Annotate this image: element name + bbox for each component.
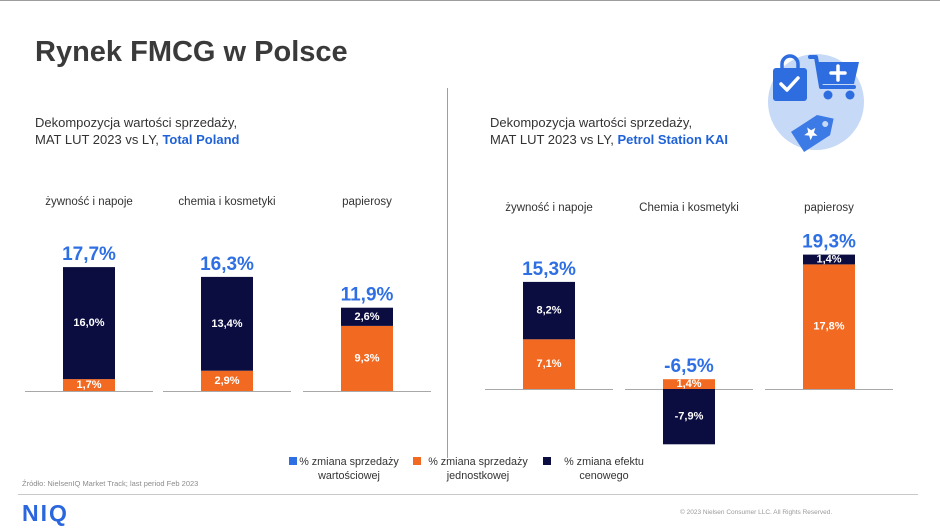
bar-segment-unit-change: [523, 339, 575, 389]
bar-segment-price-effect: [341, 307, 393, 326]
tag-star: [804, 127, 818, 141]
page-title: Rynek FMCG w Polsce: [35, 36, 348, 68]
bag-check-mark: [779, 76, 800, 92]
legend-label: % zmiana sprzedaży jednostkowej: [428, 456, 528, 482]
bar-segment-unit-change: [663, 379, 715, 389]
subtitle-line-1: Dekompozycja wartości sprzedaży,: [490, 115, 693, 130]
legend-swatch: [289, 457, 297, 465]
bar-segment-price-effect: [663, 389, 715, 445]
category-label: żywność i napoje: [45, 196, 133, 208]
category-label: chemia i kosmetyki: [178, 196, 275, 208]
segment-value-label: 9,3%: [354, 352, 379, 364]
chart-subtitle-right: Dekompozycja wartości sprzedaży, MAT LUT…: [490, 114, 728, 148]
shopping-bag-icon: [773, 54, 807, 101]
bar-segment-unit-change: [341, 325, 393, 391]
shopping-cart-icon: [808, 55, 859, 100]
legend-item-price-effect: % zmiana efektu cenowego: [543, 455, 652, 483]
legend-swatch: [413, 457, 421, 465]
chart-subtitle-left: Dekompozycja wartości sprzedaży, MAT LUT…: [35, 114, 239, 148]
total-value-label: -6,5%: [664, 356, 714, 377]
subtitle-line-1: Dekompozycja wartości sprzedaży,: [35, 115, 238, 130]
bar-segment-unit-change: [803, 264, 855, 389]
chart-panel-2: żywność i napoje 7,1% 8,2% 15,3% Chemia i ko…: [485, 202, 893, 445]
copyright-notice: © 2023 Nielsen Consumer LLC. All Rights …: [680, 509, 833, 516]
cart-wheel: [845, 90, 855, 100]
legend-swatch: [543, 457, 551, 465]
legend-label: % zmiana efektu cenowego: [564, 456, 644, 482]
cart-plus: [829, 64, 847, 82]
tag-hole: [822, 121, 829, 128]
source-note: Źródło: NielsenIQ Market Track; last per…: [22, 479, 199, 488]
total-value-label: 16,3%: [200, 254, 254, 275]
total-value-label: 15,3%: [522, 259, 576, 280]
legend-item-value-change: % zmiana sprzedaży wartościowej: [289, 455, 401, 483]
bar-segment-unit-change: [201, 370, 253, 391]
segment-value-label: 7,1%: [536, 358, 561, 370]
shopping-icon: [768, 54, 864, 153]
segment-value-label: 2,9%: [214, 375, 239, 387]
subtitle-period: MAT LUT 2023 vs LY,: [490, 132, 614, 147]
segment-value-label: 17,8%: [813, 321, 844, 333]
segment-value-label: 1,4%: [816, 254, 841, 266]
total-value-label: 17,7%: [62, 244, 116, 265]
legend-label: % zmiana sprzedaży wartościowej: [299, 456, 399, 482]
total-value-label: 11,9%: [341, 285, 394, 306]
category-label: papierosy: [342, 196, 392, 208]
price-tag-icon: [791, 115, 834, 153]
category-label: Chemia i kosmetyki: [639, 202, 739, 214]
bar-segment-price-effect: [803, 254, 855, 265]
segment-value-label: -7,9%: [675, 411, 704, 423]
subtitle-period: MAT LUT 2023 vs LY,: [35, 132, 159, 147]
segment-value-label: 16,0%: [73, 317, 104, 329]
subtitle-line-2: MAT LUT 2023 vs LY, Total Poland: [35, 131, 239, 148]
bar-segment-price-effect: [63, 267, 115, 380]
bar-segment-price-effect: [201, 276, 253, 371]
bag-handle: [780, 54, 800, 71]
panel-divider: [447, 88, 448, 458]
total-value-label: 19,3%: [802, 232, 856, 253]
subtitle-market-highlight: Total Poland: [162, 132, 240, 147]
legend-item-unit-change: % zmiana sprzedaży jednostkowej: [413, 455, 533, 483]
bar-segment-unit-change: [63, 379, 115, 391]
segment-value-label: 13,4%: [211, 318, 242, 330]
segment-value-label: 1,7%: [76, 379, 101, 391]
niq-logo: NIQ: [22, 500, 69, 526]
category-label: papierosy: [804, 202, 854, 214]
segment-value-label: 1,4%: [676, 378, 701, 390]
top-border: [0, 0, 940, 1]
segment-value-label: 8,2%: [536, 305, 561, 317]
cart-handle: [808, 55, 856, 89]
bar-segment-price-effect: [523, 281, 575, 340]
segment-value-label: 2,6%: [354, 311, 379, 323]
footer-divider: [18, 494, 918, 495]
subtitle-line-2: MAT LUT 2023 vs LY, Petrol Station KAI: [490, 131, 728, 148]
cart-wheel: [823, 90, 833, 100]
category-label: żywność i napoje: [505, 202, 593, 214]
chart-panel-1: żywność i napoje 1,7% 16,0% 17,7% chemia i k…: [25, 196, 431, 392]
subtitle-market-highlight: Petrol Station KAI: [617, 132, 728, 147]
